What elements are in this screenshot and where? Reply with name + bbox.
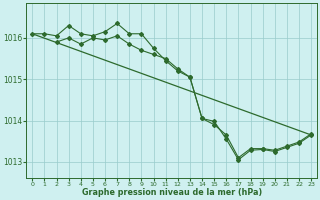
X-axis label: Graphe pression niveau de la mer (hPa): Graphe pression niveau de la mer (hPa) xyxy=(82,188,262,197)
